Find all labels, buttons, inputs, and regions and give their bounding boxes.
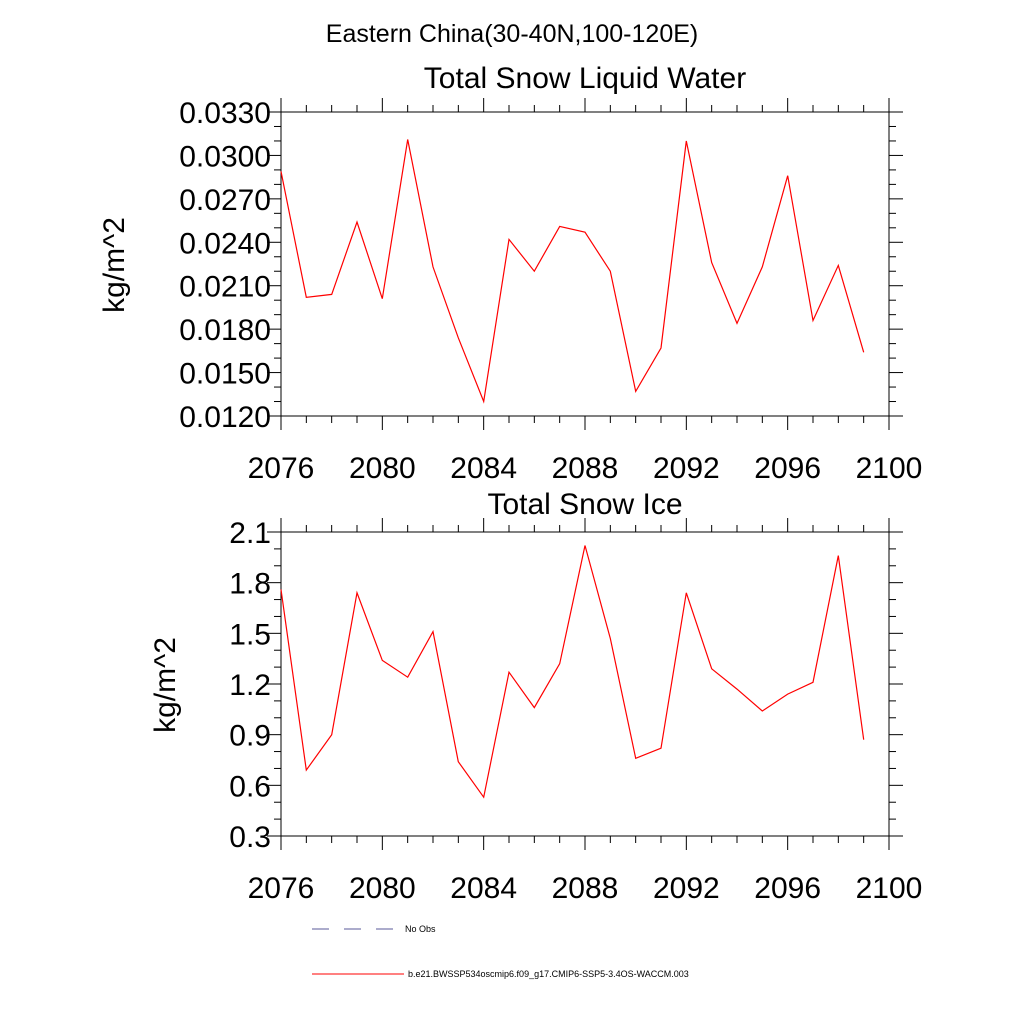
legend-label-no-obs: No Obs: [405, 924, 436, 934]
plot-frame: [280, 531, 890, 837]
y-tick-label: 0.0330: [179, 97, 271, 130]
x-tick-label: 2092: [653, 872, 720, 905]
y-tick-label: 0.0150: [179, 358, 271, 391]
x-tick-label: 2080: [349, 872, 416, 905]
x-tick-label: 2088: [552, 452, 619, 485]
y-tick-label: 1.2: [229, 669, 271, 702]
plot-frame: [280, 111, 890, 417]
y-tick-label: 0.0180: [179, 314, 271, 347]
x-tick-label: 2100: [856, 872, 923, 905]
panel-title: Total Snow Liquid Water: [424, 62, 746, 95]
x-tick-label: 2084: [450, 872, 517, 905]
x-tick-label: 2080: [349, 452, 416, 485]
y-tick-label: 0.0270: [179, 184, 271, 217]
y-tick-label: 0.9: [229, 720, 271, 753]
series-line: [280, 545, 865, 799]
y-tick-label: 0.0300: [179, 140, 271, 173]
x-tick-label: 2088: [552, 872, 619, 905]
legend: No Obs b.e21.BWSSP534oscmip6.f09_g17.CMI…: [312, 924, 689, 979]
x-tick-label: 2076: [248, 452, 315, 485]
y-tick-label: 0.0120: [179, 401, 271, 434]
y-tick-label: 1.8: [229, 568, 271, 601]
y-tick-label: 1.5: [229, 618, 271, 651]
y-axis-label: kg/m^2: [98, 217, 131, 313]
y-tick-label: 0.0240: [179, 227, 271, 260]
y-tick-label: 2.1: [229, 517, 271, 550]
y-tick-label: 0.3: [229, 821, 271, 854]
x-tick-label: 2092: [653, 452, 720, 485]
y-axis-label: kg/m^2: [149, 637, 182, 733]
x-tick-label: 2084: [450, 452, 517, 485]
legend-label-model-run: b.e21.BWSSP534oscmip6.f09_g17.CMIP6-SSP5…: [408, 969, 689, 979]
panel-snow-ice: Total Snow Ice kg/m^2 2076 2080 2084 2088 20…: [149, 488, 922, 905]
x-tick-label: 2096: [754, 872, 821, 905]
x-tick-label: 2100: [856, 452, 923, 485]
y-tick-label: 0.6: [229, 770, 271, 803]
figure-suptitle: Eastern China(30-40N,100-120E): [326, 20, 698, 48]
series-line: [280, 139, 865, 404]
panel-snow-liquid-water: Total Snow Liquid Water kg/m^2 2076 2080 2…: [98, 62, 922, 485]
panel-title: Total Snow Ice: [487, 488, 682, 521]
x-tick-label: 2076: [248, 872, 315, 905]
x-tick-label: 2096: [754, 452, 821, 485]
y-tick-label: 0.0210: [179, 271, 271, 304]
